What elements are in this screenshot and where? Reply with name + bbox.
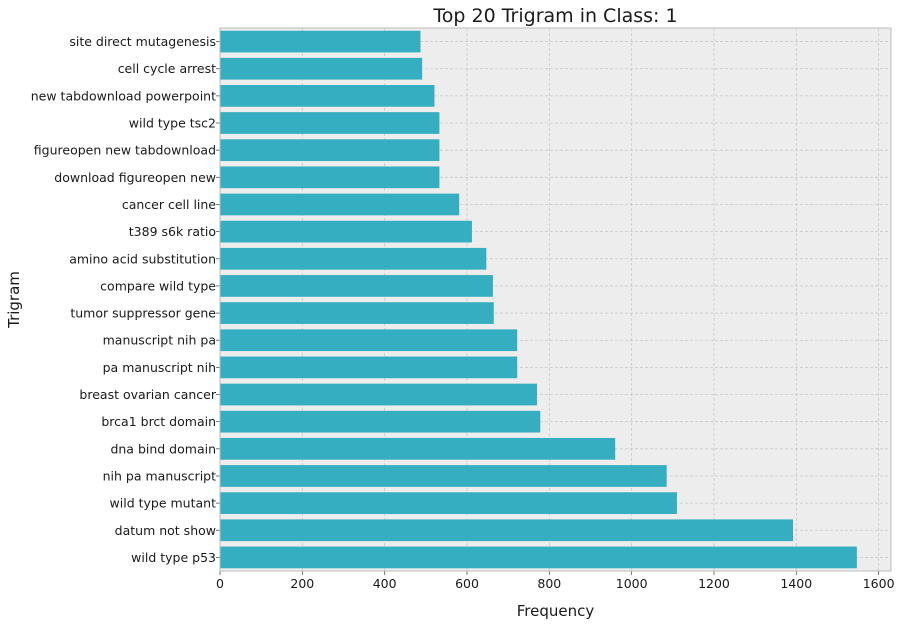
y-tick-label: wild type tsc2 (129, 116, 216, 131)
y-tick-label: datum not show (115, 523, 216, 538)
x-tick-label: 1400 (780, 576, 812, 591)
bar (220, 410, 541, 433)
y-tick-label: wild type p53 (131, 550, 216, 565)
x-tick-label: 200 (290, 576, 314, 591)
y-tick-label: manuscript nih pa (103, 333, 216, 348)
x-axis-label: Frequency (517, 602, 595, 620)
y-tick-labels: site direct mutagenesis cell cycle arrest… (31, 34, 220, 565)
bar (220, 30, 421, 53)
y-tick-label: site direct mutagenesis (69, 34, 216, 49)
bar (220, 437, 616, 460)
bar (220, 193, 460, 216)
x-tick-label: 1200 (698, 576, 730, 591)
chart-title: Top 20 Trigram in Class: 1 (432, 5, 677, 27)
y-tick-label: breast ovarian cancer (79, 387, 216, 402)
y-tick-label: dna bind domain (110, 441, 216, 456)
y-tick-label: wild type mutant (110, 496, 217, 511)
plot-frame (219, 27, 892, 572)
bars (220, 30, 857, 569)
y-tick-label: tumor suppressor gene (70, 306, 216, 321)
x-tick-label: 1600 (863, 576, 895, 591)
plot-area (220, 28, 891, 571)
bar (220, 546, 857, 569)
bar (220, 329, 518, 352)
bar (220, 220, 472, 243)
x-tick-label: 600 (455, 576, 479, 591)
x-tick-labels: 0 200 400 600 800 1000 1200 1400 1600 (216, 571, 895, 591)
bar (220, 275, 493, 297)
bar (220, 112, 440, 134)
x-tick-label: 1000 (616, 576, 648, 591)
y-tick-label: cancer cell line (122, 197, 216, 212)
y-tick-label: t389 s6k ratio (129, 224, 216, 239)
x-tick-label: 800 (537, 576, 561, 591)
y-tick-label: cell cycle arrest (118, 61, 216, 76)
bar (220, 465, 667, 487)
y-tick-label: pa manuscript nih (103, 360, 216, 375)
y-tick-label: compare wild type (100, 278, 216, 293)
bar (220, 519, 794, 542)
y-tick-label: amino acid substitution (69, 251, 216, 266)
y-axis-label: Trigram (5, 271, 23, 329)
y-tick-label: new tabdownload powerpoint (31, 88, 216, 103)
bar (220, 302, 494, 324)
y-tick-label: download figureopen new (54, 170, 216, 185)
bar (220, 492, 677, 514)
y-tick-label: figureopen new tabdownload (34, 143, 216, 158)
x-tick-label: 0 (216, 576, 224, 591)
bar (220, 356, 518, 379)
y-tick-label: brca1 brct domain (101, 414, 216, 429)
bar (220, 57, 423, 80)
bar (220, 166, 440, 189)
x-tick-label: 400 (373, 576, 397, 591)
bar (220, 85, 435, 107)
bar (220, 247, 487, 270)
bar (220, 139, 440, 162)
y-tick-label: nih pa manuscript (103, 468, 216, 483)
bar (220, 383, 537, 406)
